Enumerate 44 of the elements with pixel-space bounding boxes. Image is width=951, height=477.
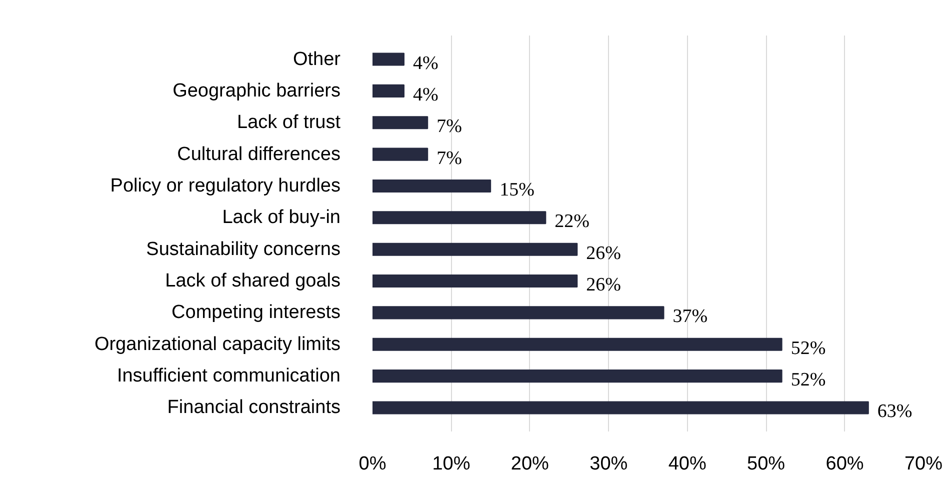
x-tick-label: 60%: [826, 454, 864, 474]
y-tick-label: Lack of trust: [237, 112, 342, 134]
y-tick-label: Insufficient communication: [116, 366, 341, 387]
x-tick-label: 50%: [747, 454, 786, 474]
bar: [372, 148, 428, 161]
bar: [372, 179, 492, 192]
data-label: 52%: [790, 338, 826, 359]
y-tick-label: Sustainability concerns: [146, 238, 341, 260]
bar: [372, 52, 404, 66]
data-label: 4%: [412, 84, 438, 106]
bar: [372, 84, 404, 98]
bar: [372, 370, 782, 383]
x-tick-label: 40%: [668, 454, 706, 474]
bar: [372, 242, 578, 256]
bar: [372, 401, 869, 414]
data-label: 52%: [790, 370, 826, 391]
data-label: 26%: [586, 274, 622, 296]
data-label: 7%: [436, 116, 462, 138]
y-tick-label: Organizational capacity limits: [94, 334, 340, 355]
y-tick-label: Competing interests: [172, 302, 340, 324]
bar: [372, 211, 546, 224]
bar: [372, 338, 782, 351]
x-tick-label: 10%: [432, 454, 470, 474]
data-label: 4%: [412, 52, 438, 74]
x-tick-label: 0%: [358, 454, 386, 474]
y-tick-label: Cultural differences: [177, 144, 341, 165]
y-tick-label: Financial constraints: [167, 397, 341, 418]
data-label: 37%: [672, 306, 708, 328]
data-label: 26%: [586, 242, 622, 264]
y-tick-label: Geographic barriers: [172, 80, 341, 102]
y-tick-label: Lack of shared goals: [165, 270, 341, 292]
bar: [372, 274, 578, 288]
x-tick-label: 20%: [510, 454, 550, 474]
y-tick-label: Policy or regulatory hurdles: [110, 175, 340, 196]
x-tick-label: 30%: [590, 454, 628, 474]
data-label: 7%: [436, 148, 462, 169]
data-label: 63%: [877, 401, 912, 422]
data-label: 15%: [500, 179, 535, 200]
data-label: 22%: [554, 211, 590, 232]
y-tick-label: Lack of buy-in: [222, 207, 341, 228]
bar: [372, 116, 428, 130]
bar: [372, 306, 664, 320]
y-tick-label: Other: [292, 48, 342, 70]
x-tick-label: 70%: [904, 454, 943, 474]
